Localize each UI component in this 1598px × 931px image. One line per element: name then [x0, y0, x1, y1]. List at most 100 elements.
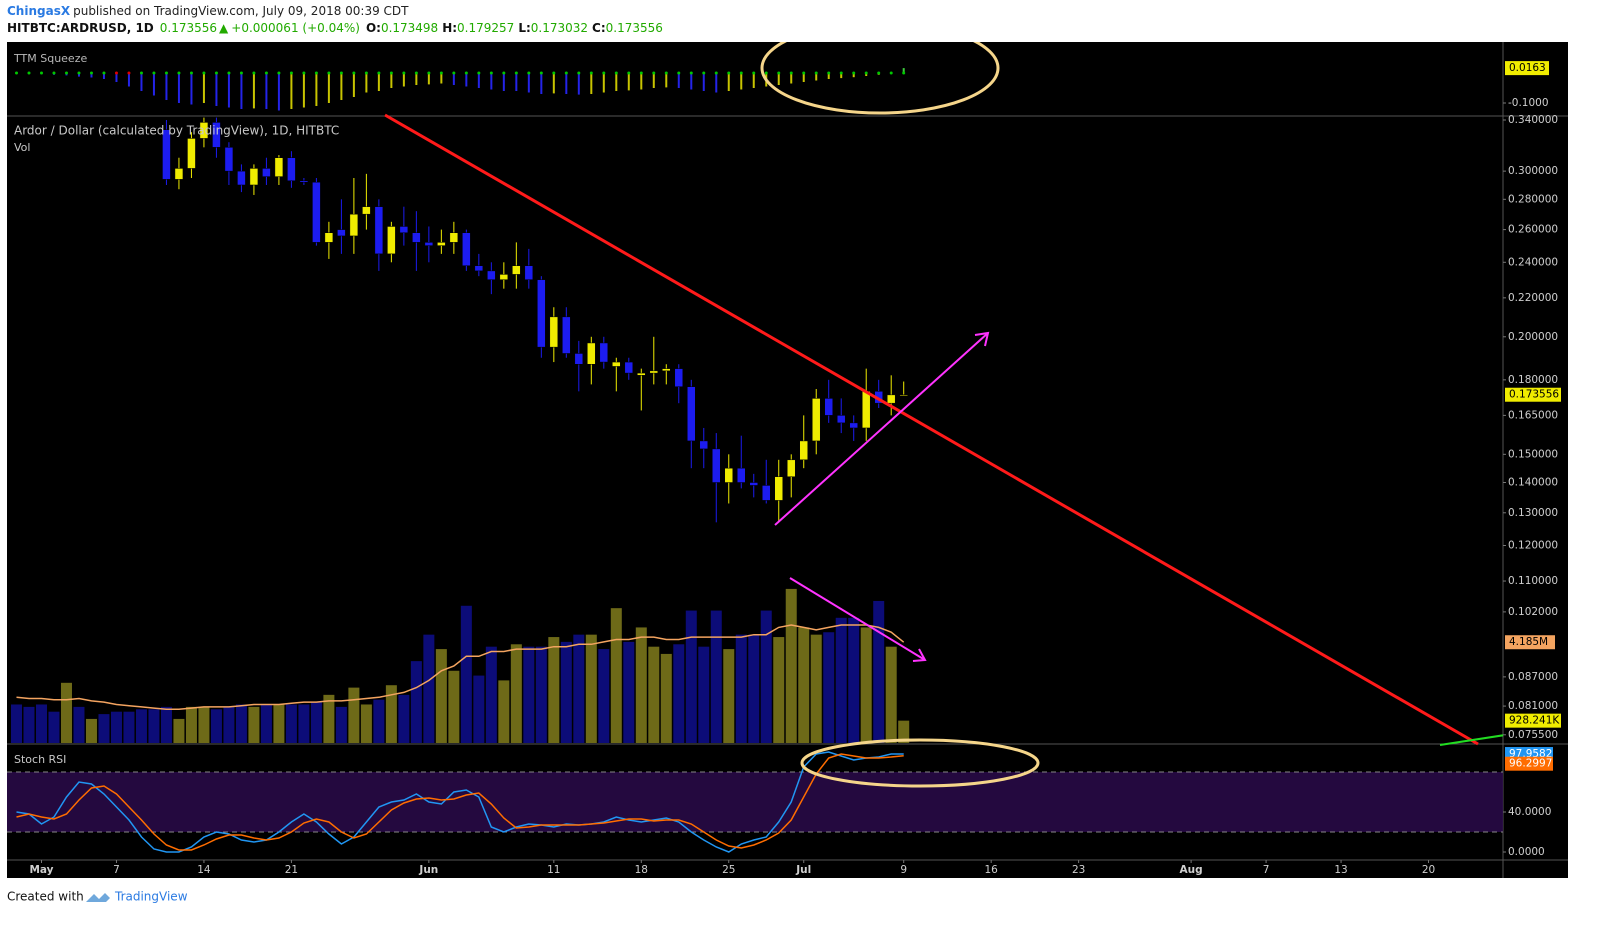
squeeze-dot	[539, 71, 543, 75]
squeeze-dot	[114, 71, 118, 75]
y-tick-label: 0.340000	[1508, 114, 1558, 126]
candle-body	[449, 232, 459, 243]
squeeze-dot	[564, 71, 568, 75]
squeeze-bar	[102, 73, 105, 79]
squeeze-dot	[452, 71, 456, 75]
squeeze-dot	[639, 71, 643, 75]
squeeze-dot	[14, 71, 18, 75]
x-tick-label: 16	[984, 864, 998, 876]
squeeze-bar	[552, 73, 555, 94]
y-tick-label: 40.0000	[1508, 806, 1551, 818]
candle-body	[299, 180, 309, 183]
squeeze-bar	[190, 73, 193, 105]
squeeze-bar	[565, 73, 568, 94]
value-tag-label: 928.241K	[1509, 715, 1560, 727]
y-tick-label: 0.102000	[1508, 606, 1558, 618]
candle-body	[662, 368, 671, 372]
volume-bar	[260, 704, 272, 743]
candle-body	[774, 476, 783, 501]
volume-bar	[523, 646, 535, 743]
squeeze-dot	[377, 71, 381, 75]
change: +0.000061 (+0.04%)	[231, 21, 360, 35]
x-tick-label: Jun	[418, 864, 438, 876]
volume-bar	[573, 634, 585, 743]
candle-body	[537, 279, 546, 348]
stoch-line	[16, 751, 904, 853]
y-tick-label: 0.165000	[1508, 409, 1558, 421]
candle-body	[861, 391, 871, 429]
squeeze-dot	[464, 71, 468, 75]
volume-bar	[473, 675, 485, 743]
highlight-ellipse	[760, 42, 1000, 115]
squeeze-bar	[752, 73, 755, 88]
candle-body	[199, 122, 209, 139]
volume-bar	[35, 704, 47, 743]
squeeze-dot	[877, 71, 881, 75]
value-tag-label: 0.173556	[1509, 389, 1559, 401]
volume-bar	[660, 653, 672, 743]
volume-bar	[785, 588, 797, 743]
candle-body	[811, 398, 821, 442]
volume-bar	[123, 711, 135, 743]
volume-bar	[273, 704, 285, 743]
squeeze-dot	[264, 71, 268, 75]
candle-body	[437, 242, 446, 246]
candle-body	[799, 440, 808, 461]
y-tick-label: 0.120000	[1508, 539, 1558, 551]
squeeze-bar	[377, 73, 380, 91]
volume-bar	[410, 661, 422, 743]
squeeze-dot	[139, 71, 143, 75]
squeeze-bar	[365, 73, 368, 93]
volume-bar	[598, 649, 610, 743]
squeeze-bar	[627, 73, 630, 91]
volume-bar	[723, 649, 735, 743]
squeeze-bar	[177, 73, 180, 103]
squeeze-bar	[577, 73, 580, 95]
squeeze-dot	[277, 71, 281, 75]
candle-body	[712, 448, 721, 483]
value-tag-label: 0.0163	[1509, 62, 1546, 74]
x-tick-label: 25	[722, 864, 735, 876]
squeeze-dot	[27, 71, 31, 75]
arrow-down	[789, 577, 926, 661]
y-tick-label: 0.087000	[1508, 671, 1558, 683]
volume-bar	[735, 634, 747, 743]
squeeze-dot	[789, 71, 793, 75]
squeeze-dot	[702, 71, 706, 75]
volume-bar	[698, 646, 710, 743]
volume-bar	[223, 706, 235, 743]
squeeze-dot	[714, 71, 718, 75]
squeeze-dot	[314, 71, 318, 75]
y-tick-label: 0.140000	[1508, 477, 1558, 489]
drawings	[384, 42, 1503, 788]
squeeze-bar	[465, 73, 468, 87]
pane-label: Stoch RSI	[14, 753, 66, 766]
squeeze-bar	[165, 73, 168, 100]
squeeze-bar	[640, 73, 643, 90]
candle-body	[237, 170, 246, 186]
volume-bar	[773, 637, 785, 743]
squeeze-dot	[864, 71, 868, 75]
candle-body	[749, 482, 759, 486]
squeeze-dot	[777, 71, 781, 75]
value-tag-label: 96.2997	[1509, 758, 1552, 770]
candle-body	[786, 459, 796, 477]
squeeze-bar	[602, 73, 605, 93]
squeeze-dot	[214, 71, 218, 75]
volume-bar	[248, 706, 260, 743]
squeeze-dot	[489, 71, 493, 75]
squeeze-dot	[127, 71, 131, 75]
arrow-up	[774, 332, 989, 526]
candle-body	[312, 181, 321, 243]
squeeze-bar	[415, 73, 418, 85]
volume-bar	[760, 610, 772, 743]
volume-bar	[23, 706, 35, 743]
squeeze-bar	[402, 73, 405, 87]
squeeze-dot	[502, 71, 506, 75]
squeeze-bar	[315, 73, 318, 106]
squeeze-dot	[177, 71, 181, 75]
symbol-line: HITBTC:ARDRUSD, 1D 0.173556 ▲ +0.000061 (+0…	[7, 21, 663, 35]
candle-body	[337, 229, 346, 237]
volume-bar	[648, 646, 660, 743]
squeeze-dot	[589, 71, 593, 75]
